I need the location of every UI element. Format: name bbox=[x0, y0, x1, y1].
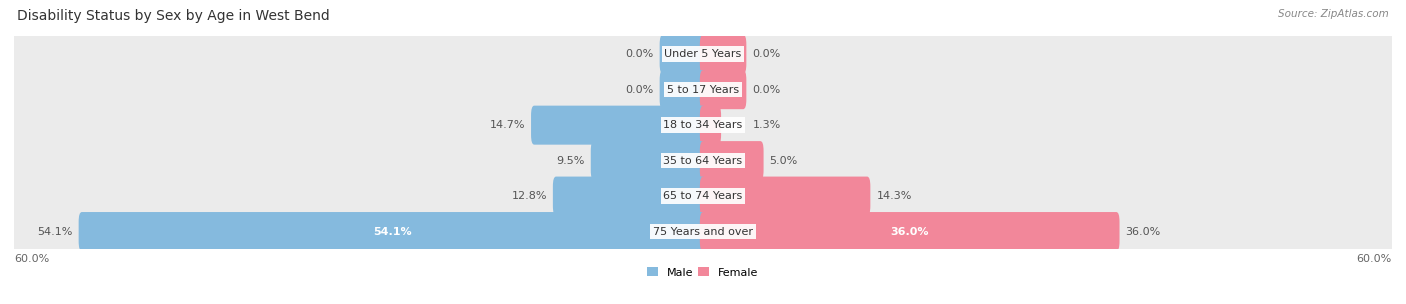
FancyBboxPatch shape bbox=[10, 203, 1396, 260]
FancyBboxPatch shape bbox=[531, 106, 706, 145]
Text: 36.0%: 36.0% bbox=[890, 226, 929, 237]
FancyBboxPatch shape bbox=[700, 35, 747, 74]
FancyBboxPatch shape bbox=[591, 141, 706, 180]
Text: 9.5%: 9.5% bbox=[557, 156, 585, 166]
FancyBboxPatch shape bbox=[700, 177, 870, 216]
FancyBboxPatch shape bbox=[10, 61, 1396, 118]
Text: 0.0%: 0.0% bbox=[752, 85, 780, 95]
FancyBboxPatch shape bbox=[10, 96, 1396, 154]
Text: Disability Status by Sex by Age in West Bend: Disability Status by Sex by Age in West … bbox=[17, 9, 329, 23]
FancyBboxPatch shape bbox=[10, 26, 1396, 83]
Text: 5.0%: 5.0% bbox=[769, 156, 797, 166]
Text: 60.0%: 60.0% bbox=[1357, 254, 1392, 264]
FancyBboxPatch shape bbox=[700, 141, 763, 180]
FancyBboxPatch shape bbox=[659, 70, 706, 109]
FancyBboxPatch shape bbox=[553, 177, 706, 216]
FancyBboxPatch shape bbox=[79, 212, 706, 251]
Text: 36.0%: 36.0% bbox=[1126, 226, 1161, 237]
Text: 1.3%: 1.3% bbox=[752, 120, 780, 130]
Text: 35 to 64 Years: 35 to 64 Years bbox=[664, 156, 742, 166]
Text: 5 to 17 Years: 5 to 17 Years bbox=[666, 85, 740, 95]
Text: 65 to 74 Years: 65 to 74 Years bbox=[664, 191, 742, 201]
Text: 54.1%: 54.1% bbox=[37, 226, 73, 237]
Text: 0.0%: 0.0% bbox=[626, 49, 654, 59]
Text: 14.7%: 14.7% bbox=[489, 120, 524, 130]
Text: Under 5 Years: Under 5 Years bbox=[665, 49, 741, 59]
Text: Source: ZipAtlas.com: Source: ZipAtlas.com bbox=[1278, 9, 1389, 19]
Text: 12.8%: 12.8% bbox=[512, 191, 547, 201]
FancyBboxPatch shape bbox=[10, 132, 1396, 189]
Text: 18 to 34 Years: 18 to 34 Years bbox=[664, 120, 742, 130]
FancyBboxPatch shape bbox=[700, 70, 747, 109]
Legend: Male, Female: Male, Female bbox=[643, 263, 763, 282]
FancyBboxPatch shape bbox=[10, 168, 1396, 225]
Text: 60.0%: 60.0% bbox=[14, 254, 49, 264]
FancyBboxPatch shape bbox=[700, 106, 721, 145]
Text: 0.0%: 0.0% bbox=[752, 49, 780, 59]
FancyBboxPatch shape bbox=[659, 35, 706, 74]
Text: 54.1%: 54.1% bbox=[373, 226, 412, 237]
FancyBboxPatch shape bbox=[700, 212, 1119, 251]
Text: 14.3%: 14.3% bbox=[876, 191, 911, 201]
Text: 75 Years and over: 75 Years and over bbox=[652, 226, 754, 237]
Text: 0.0%: 0.0% bbox=[626, 85, 654, 95]
